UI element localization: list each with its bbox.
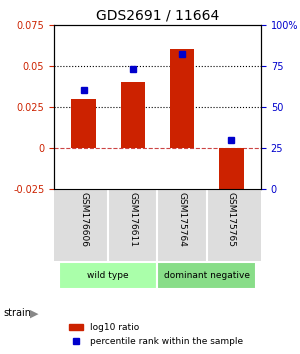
Bar [71,98,96,148]
Text: GSM176611: GSM176611 [128,192,137,247]
Bar [170,49,194,148]
Text: wild type: wild type [87,271,129,280]
Legend: log10 ratio, percentile rank within the sample: log10 ratio, percentile rank within the … [65,320,247,349]
Bar [219,148,244,197]
Text: GSM175764: GSM175764 [178,192,187,247]
Text: strain: strain [3,308,31,318]
FancyBboxPatch shape [158,262,256,289]
Title: GDS2691 / 11664: GDS2691 / 11664 [96,8,219,22]
FancyBboxPatch shape [59,262,158,289]
Text: GSM176606: GSM176606 [79,192,88,247]
Text: ▶: ▶ [30,308,38,318]
Text: dominant negative: dominant negative [164,271,250,280]
Bar [121,82,145,148]
Text: GSM175765: GSM175765 [227,192,236,247]
